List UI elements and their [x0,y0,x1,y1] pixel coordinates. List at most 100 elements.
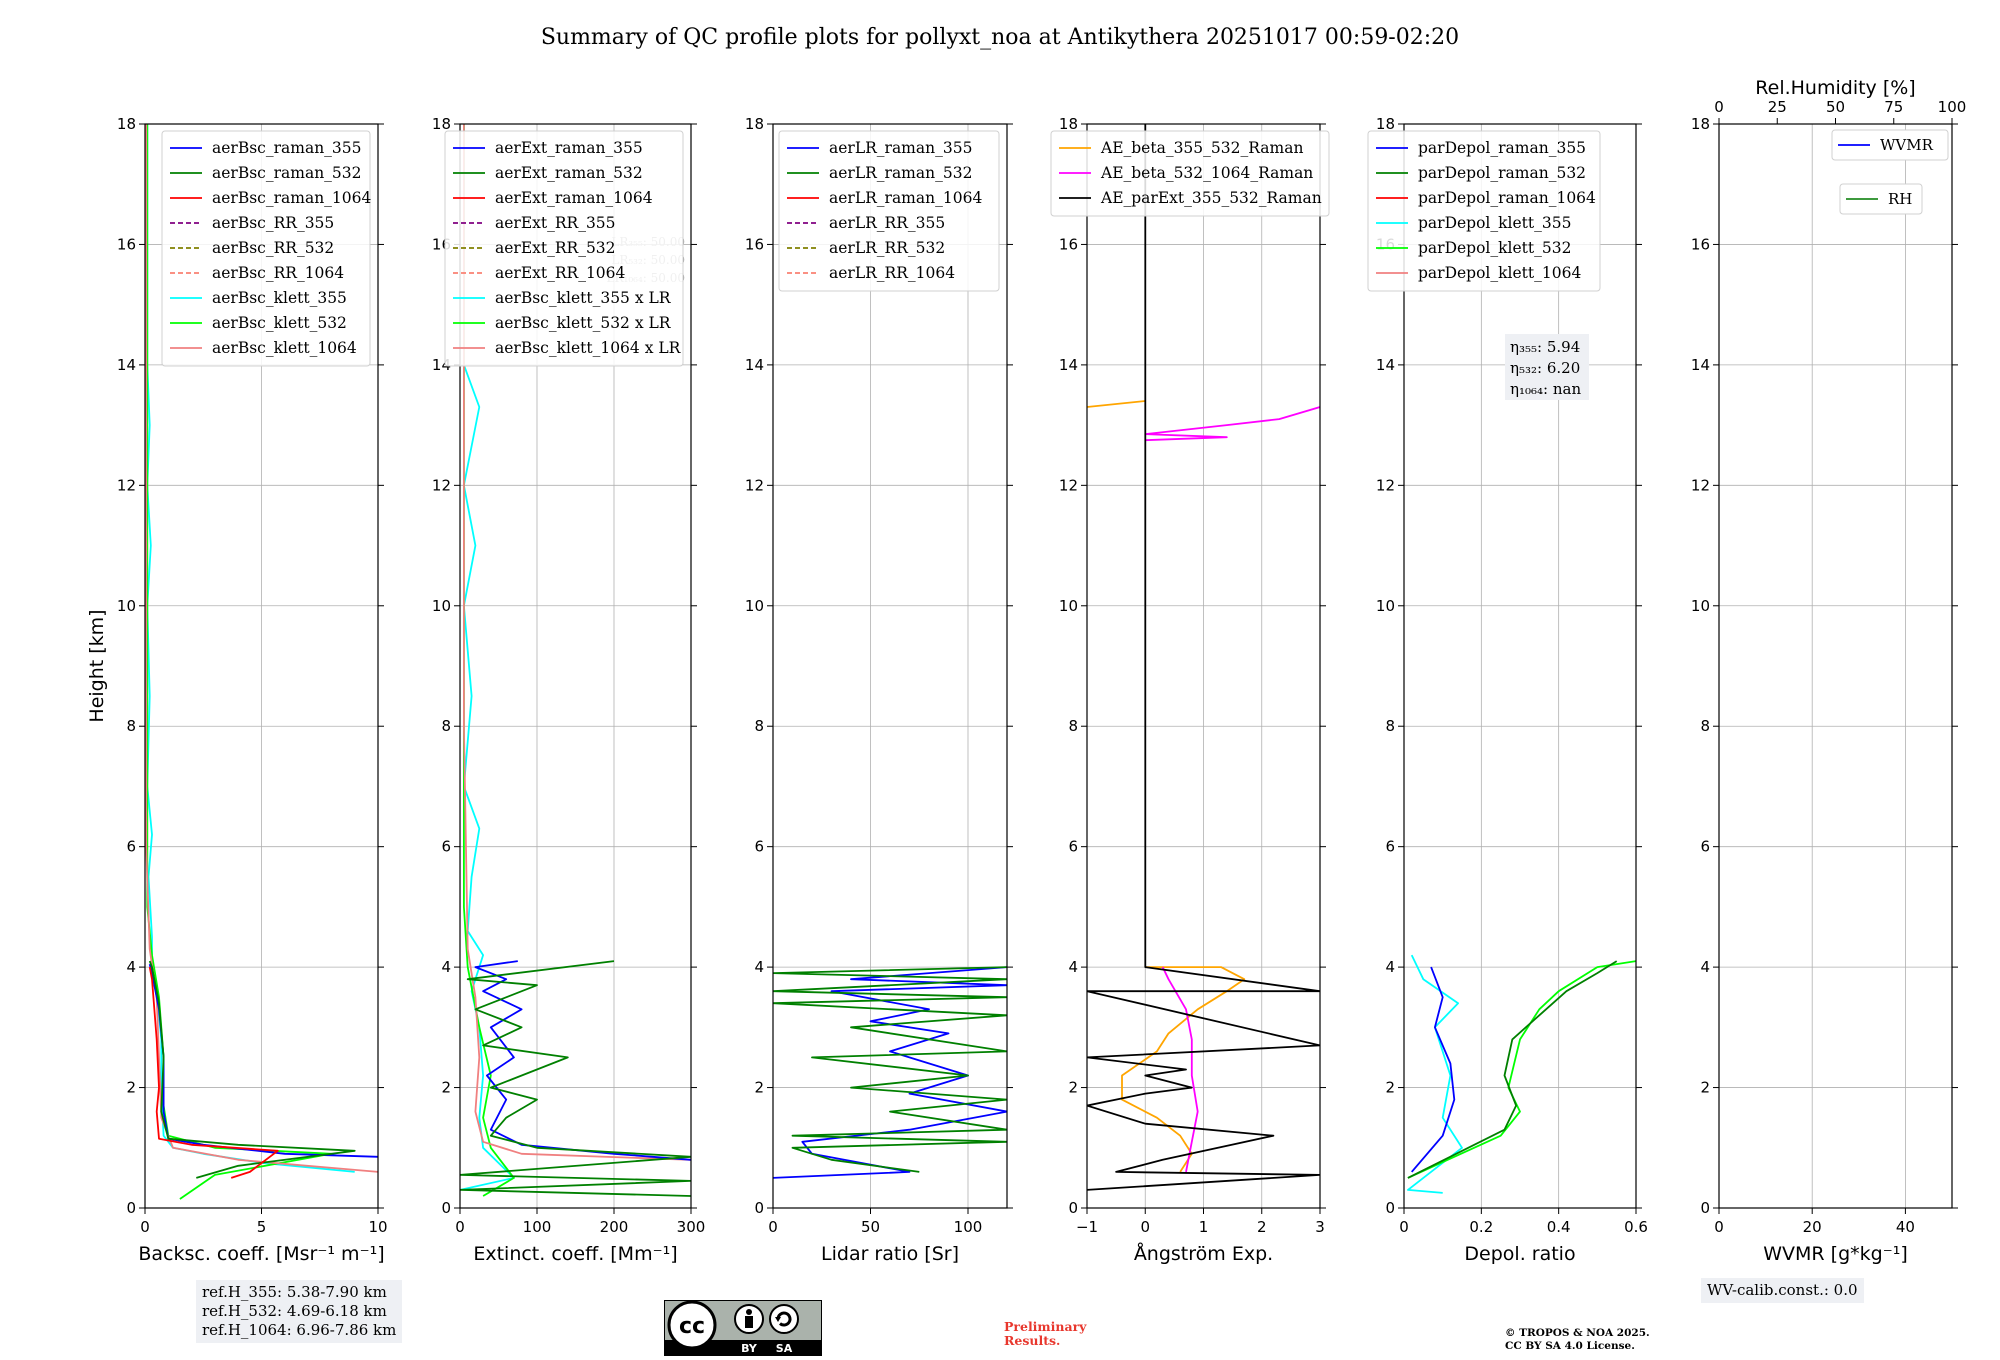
legend-frame [1050,130,1330,217]
legend-label: aerBsc_klett_532 x LR [495,314,672,332]
legend-label: aerExt_RR_532 [495,239,616,257]
top-axis-label: Rel.Humidity [%] [1755,77,1915,99]
series-line-AE_beta_532_1064_Raman_upper [1144,406,1320,442]
legend-label: aerLR_RR_1064 [829,264,955,282]
series-line-aerBsc_raman_355 [148,963,378,1158]
legend-label: parDepol_klett_532 [1418,239,1571,257]
legend-label: parDepol_raman_532 [1418,164,1586,182]
y-tick-label: 10 [1691,597,1710,615]
series-group [1407,954,1636,1194]
x-tick-label: 300 [677,1218,706,1236]
cc-by-label: BY [741,1342,758,1355]
x-tick-label: 5 [257,1218,267,1236]
legend-label: aerExt_raman_532 [495,164,643,182]
svg-text:cc: cc [679,1314,705,1339]
series-line-aerBsc_klett_532 x LR [462,124,515,1197]
top-x-tick-label: 100 [1938,98,1967,116]
legend-label: aerLR_RR_355 [829,214,945,232]
legend-label: WVMR [1880,136,1934,154]
y-tick-label: 10 [745,597,764,615]
eta-label: η₅₃₂: 6.20 [1510,359,1580,377]
series-line-parDepol_raman_355 [1411,966,1456,1173]
legend-label: aerExt_raman_355 [495,139,643,157]
y-tick-label: 16 [1691,235,1710,253]
y-tick-label: 0 [754,1199,764,1217]
y-tick-label: 8 [126,717,136,735]
legend-frame [444,130,684,367]
x-tick-label: 100 [523,1218,552,1236]
x-tick-label: 100 [954,1218,983,1236]
y-tick-label: 12 [117,476,136,494]
legend-label: aerLR_RR_532 [829,239,945,257]
y-axis-label: Height [km] [86,609,108,722]
legend-label: AE_beta_532_1064_Raman [1100,164,1313,182]
y-tick-label: 12 [432,476,451,494]
series-line-aerBsc_raman_532 [148,960,356,1179]
x-tick-label: 0 [1714,1218,1724,1236]
x-tick-label: 0.2 [1469,1218,1493,1236]
legend-label: aerBsc_RR_532 [212,239,334,257]
y-tick-label: 8 [441,717,451,735]
figure-title: Summary of QC profile plots for pollyxt_… [541,25,1459,50]
y-tick-label: 16 [745,235,764,253]
x-tick-label: 0 [140,1218,150,1236]
y-tick-label: 0 [1385,1199,1395,1217]
legend-label: aerBsc_klett_355 x LR [495,289,672,307]
y-tick-label: 12 [1691,476,1710,494]
y-tick-label: 12 [745,476,764,494]
series-line-parDepol_klett_355 [1407,954,1463,1194]
y-tick-label: 2 [126,1079,136,1097]
axes-frame [459,123,692,1209]
eta-label: η₁₀₆₄: nan [1510,380,1581,398]
legend-label: aerLR_raman_532 [829,164,972,182]
y-tick-label: 2 [1385,1079,1395,1097]
x-axis-label: Backsc. coeff. [Msr⁻¹ m⁻¹] [138,1243,384,1265]
x-tick-label: 1 [1199,1218,1209,1236]
y-tick-label: 4 [1068,958,1078,976]
y-tick-label: 0 [1068,1199,1078,1217]
eta-label: η₃₅₅: 5.94 [1510,338,1580,356]
x-axis-label: Ångström Exp. [1134,1242,1273,1265]
y-tick-label: 6 [1068,838,1078,856]
series-line-aerBsc_klett_355 [146,124,355,1173]
series-group [460,124,691,1197]
x-tick-label: 0 [1140,1218,1150,1236]
y-tick-label: 8 [1700,717,1710,735]
x-tick-label: 0.6 [1624,1218,1648,1236]
y-tick-label: 18 [1059,115,1078,133]
x-axis-label: WVMR [g*kg⁻¹] [1763,1243,1908,1265]
cc-sa-label: SA [776,1342,793,1355]
wv-calib-const: WV-calib.const.: 0.0 [1707,1281,1858,1299]
ref-height-355: ref.H_355: 5.38-7.90 km [202,1283,387,1301]
top-x-tick-label: 75 [1884,98,1903,116]
x-tick-label: 0.4 [1547,1218,1571,1236]
y-tick-label: 10 [1059,597,1078,615]
legend-label: parDepol_klett_1064 [1418,264,1581,282]
axes-frame [1403,123,1637,1209]
y-tick-label: 0 [441,1199,451,1217]
legend-label: AE_parExt_355_532_Raman [1100,189,1322,207]
panel-backscatter: 0 5 10 0 2 4 6 8 10 12 14 16 18 Backsc. coeff. [Msr⁻¹… [86,115,388,1265]
y-tick-label: 2 [1068,1079,1078,1097]
legend-label: aerBsc_klett_1064 x LR [495,339,682,357]
x-tick-label: 40 [1896,1218,1915,1236]
y-tick-label: 12 [1059,476,1078,494]
ref-height-1064: ref.H_1064: 6.96-7.86 km [202,1321,397,1339]
panel-lidar-ratio: 0 50 100 0 2 4 6 8 10 12 14 16 18 Lidar ratio [Sr] aer… [745,115,1013,1265]
y-tick-label: 10 [117,597,136,615]
y-tick-label: 18 [1691,115,1710,133]
y-tick-label: 0 [1700,1199,1710,1217]
x-tick-label: 20 [1803,1218,1822,1236]
y-tick-label: 0 [126,1199,136,1217]
cc-by-sa-license-icon: cc BY SA [664,1300,822,1356]
series-line-aerExt_raman_355 [474,960,691,1161]
x-tick-label: 50 [861,1218,880,1236]
x-tick-label: 2 [1257,1218,1267,1236]
legend-frame [161,130,371,367]
y-tick-label: 4 [126,958,136,976]
series-line-AE_parExt_355_532_Raman [1087,124,1320,1191]
legend-label: aerBsc_raman_355 [212,139,362,157]
legend-label: parDepol_raman_355 [1418,139,1586,157]
